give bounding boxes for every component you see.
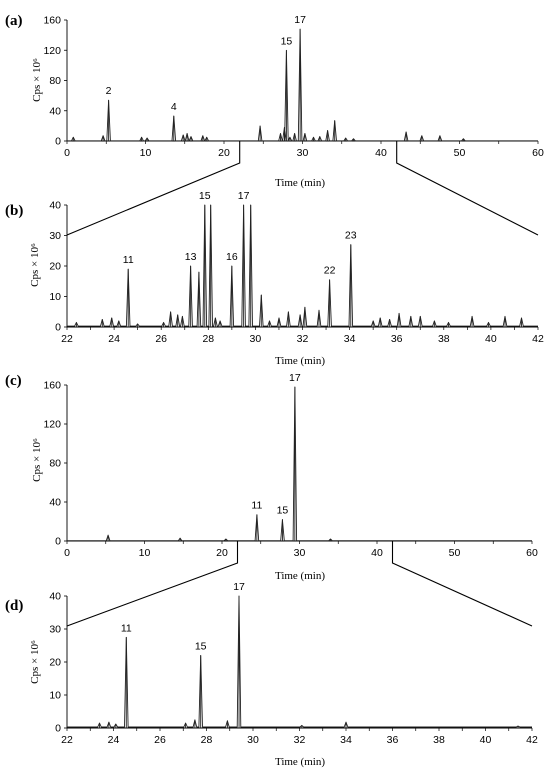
panel-c-trace	[67, 386, 532, 542]
panel-c-x-tick-label: 20	[216, 547, 228, 559]
panel-c-y-tick-label: 120	[43, 419, 61, 431]
panel-b-peak-label: 22	[324, 265, 336, 277]
panel-d-y-tick-label: 10	[49, 690, 61, 702]
panel-c-x-tick-label: 60	[526, 547, 538, 559]
panel-b-y-tick-label: 10	[49, 291, 61, 303]
panel-b-label: (b)	[5, 203, 23, 219]
panel-b-peak-label: 23	[345, 230, 357, 242]
panel-a-x-tick-label: 40	[375, 147, 387, 159]
panel-d-x-tick-label: 40	[480, 734, 492, 746]
panel-b-x-tick-label: 24	[108, 333, 120, 345]
panel-a-y-tick-label: 0	[55, 136, 61, 148]
panel-c-peak-label: 11	[251, 500, 262, 512]
panel-c-x-title: Time (min)	[275, 570, 325, 582]
panel-b-x-tick-label: 34	[344, 333, 356, 345]
panel-c-y-tick-label: 80	[49, 458, 61, 470]
panel-a-trace	[67, 28, 538, 142]
panel-b-x-tick-label: 30	[250, 333, 262, 345]
panel-b-y-tick-label: 30	[49, 230, 61, 242]
panel-d-peak-label: 17	[233, 581, 245, 593]
panel-d-y-tick-label: 0	[55, 723, 61, 735]
panel-b-peak-label: 17	[238, 190, 250, 202]
zoom-connector-left-a-b	[66, 141, 241, 236]
panel-a-x-tick-label: 0	[64, 147, 70, 159]
panel-d-y-tick-label: 40	[49, 591, 61, 603]
panel-d-trace	[67, 595, 532, 728]
panel-a-x-tick-label: 20	[218, 147, 230, 159]
panel-d-x-tick-label: 32	[294, 734, 306, 746]
panel-a-peak-label: 4	[171, 101, 177, 113]
panel-b-y-title: Cps × 10⁶	[29, 243, 41, 287]
panel-a-x-tick-label: 30	[297, 147, 309, 159]
panel-d-y-title: Cps × 10⁶	[29, 640, 41, 684]
panel-b-x-tick-label: 36	[391, 333, 403, 345]
panel-b-x-tick-label: 38	[438, 333, 450, 345]
panel-a-peak-label: 17	[294, 14, 306, 26]
panel-a-y-tick-label: 40	[49, 105, 61, 117]
panel-b-y-tick-label: 40	[49, 200, 61, 212]
panel-c-y-tick-label: 160	[43, 380, 61, 392]
panel-d-x-tick-label: 24	[108, 734, 120, 746]
panel-a-y-title: Cps × 10⁶	[31, 58, 43, 102]
panel-d-label: (d)	[5, 598, 23, 614]
panel-d-x-tick-label: 38	[433, 734, 445, 746]
panel-d-plot: 0 10 20 30 40 22 24 26 28 30 32 34 36 38 40 42 11 15 17	[49, 581, 538, 746]
panel-b-x-tick-label: 40	[485, 333, 497, 345]
panel-a-y-tick-label: 160	[43, 15, 61, 27]
panel-b-peak-label: 13	[185, 251, 197, 263]
panel-d-x-title: Time (min)	[275, 756, 325, 768]
panel-c-x-tick-label: 0	[64, 547, 70, 559]
panel-c-x-tick-label: 40	[371, 547, 383, 559]
panel-d-y-tick-label: 30	[49, 624, 61, 636]
panel-c-y-tick-label: 0	[55, 536, 61, 548]
panel-b-x-tick-label: 26	[155, 333, 167, 345]
zoom-connector-right-c-d	[391, 541, 533, 627]
panel-b-trace	[67, 204, 538, 327]
panel-c-y-title: Cps × 10⁶	[31, 438, 43, 482]
panel-b-y-tick-label: 20	[49, 261, 61, 273]
panel-c-plot: 0 40 80 120 160 0 10 20 30 40 50 60 11 15 17	[43, 372, 538, 559]
panel-a-peak-label: 15	[281, 35, 293, 47]
panel-c-x-tick-label: 10	[139, 547, 151, 559]
panel-a-y-tick-label: 120	[43, 45, 61, 57]
panel-d-x-tick-label: 26	[154, 734, 166, 746]
panel-c-label: (c)	[5, 373, 22, 389]
panel-a-x-tick-label: 10	[140, 147, 152, 159]
panel-b-peak-label: 11	[123, 254, 134, 266]
panel-b-y-tick-label: 0	[55, 322, 61, 334]
panel-d-x-tick-label: 34	[340, 734, 352, 746]
zoom-connector-right-a-b	[396, 141, 539, 236]
panel-a-x-title: Time (min)	[275, 177, 325, 189]
panel-d-x-tick-label: 28	[201, 734, 213, 746]
panel-a-y-tick-label: 80	[49, 75, 61, 87]
panel-d-peak-label: 15	[195, 640, 207, 652]
panel-d-peak-label: 11	[121, 622, 132, 634]
panel-c-x-tick-label: 50	[449, 547, 461, 559]
panel-b-x-title: Time (min)	[275, 355, 325, 367]
zoom-connector-left-c-d	[66, 541, 239, 627]
panel-a-label: (a)	[5, 13, 23, 29]
panel-b-x-tick-label: 22	[61, 333, 73, 345]
panel-d-x-tick-label: 22	[61, 734, 73, 746]
panel-a-x-tick-label: 60	[532, 147, 544, 159]
panel-b-plot: 0 10 20 30 40 22 24 26 28 30 32 34 36 38 40 42 11 13 15 16 1…	[49, 190, 544, 345]
panel-b-x-tick-label: 42	[532, 333, 544, 345]
panel-c-peak-label: 17	[289, 372, 301, 384]
panel-b-peak-label: 16	[226, 251, 238, 263]
panel-a-peak-label: 2	[106, 85, 112, 97]
panel-b-x-tick-label: 32	[297, 333, 309, 345]
panel-c-peak-label: 15	[277, 505, 289, 517]
panel-b-x-tick-label: 28	[202, 333, 214, 345]
panel-d-x-tick-label: 36	[387, 734, 399, 746]
panel-d-x-tick-label: 30	[247, 734, 259, 746]
panel-d-y-tick-label: 20	[49, 657, 61, 669]
panel-c-y-tick-label: 40	[49, 497, 61, 509]
panel-a-x-tick-label: 50	[454, 147, 466, 159]
panel-d-x-tick-label: 42	[526, 734, 538, 746]
panel-b-peak-label: 15	[199, 190, 211, 202]
panel-c-x-tick-label: 30	[294, 547, 306, 559]
